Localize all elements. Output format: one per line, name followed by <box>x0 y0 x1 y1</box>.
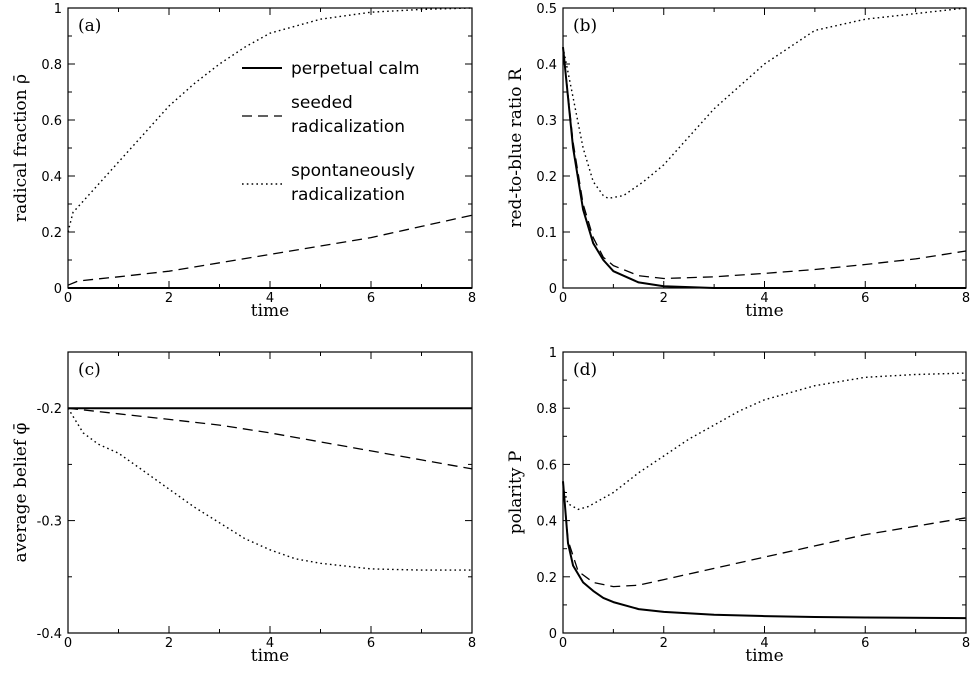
y-tick-label: 0.2 <box>41 226 62 241</box>
y-tick-label: 1 <box>54 2 62 17</box>
series-line-dotted <box>67 407 472 571</box>
series-line-dotted <box>562 7 967 200</box>
y-tick-label: 0.8 <box>41 58 62 73</box>
x-tick-label: 0 <box>64 291 72 306</box>
series-line-dashed <box>562 481 967 588</box>
y-axis-label: radical fraction ρ̄ <box>11 74 31 222</box>
y-tick-label: -0.4 <box>37 627 62 642</box>
legend-label: spontaneously <box>291 161 415 181</box>
y-tick-label: 0.1 <box>536 226 557 241</box>
legend-label: perpetual calm <box>291 59 420 79</box>
y-tick-label: 0.4 <box>536 515 557 530</box>
x-tick-label: 2 <box>660 636 668 651</box>
x-tick-label: 6 <box>861 636 869 651</box>
y-axis-label: red-to-blue ratio R <box>506 67 526 228</box>
series-line-dotted <box>562 372 967 511</box>
legend-label: radicalization <box>291 117 405 137</box>
x-tick-label: 6 <box>367 636 375 651</box>
x-tick-label: 8 <box>468 291 476 306</box>
y-tick-label: 1 <box>549 346 557 361</box>
x-tick-label: 0 <box>559 636 567 651</box>
x-tick-label: 0 <box>64 636 72 651</box>
x-tick-label: 4 <box>760 636 768 651</box>
x-tick-label: 8 <box>468 636 476 651</box>
x-tick-label: 4 <box>266 636 274 651</box>
y-tick-label: 0 <box>54 282 62 297</box>
y-tick-label: 0 <box>549 282 557 297</box>
plot-frame <box>67 351 473 634</box>
x-tick-label: 6 <box>861 291 869 306</box>
series-line-dashed <box>67 407 473 470</box>
y-tick-label: 0.4 <box>536 58 557 73</box>
y-tick-label: 0.8 <box>536 402 557 417</box>
y-tick-label: -0.3 <box>37 515 62 530</box>
x-axis-label: time <box>745 301 783 321</box>
x-tick-label: 8 <box>962 636 970 651</box>
x-axis-label: time <box>745 646 783 666</box>
y-axis-label: polarity P <box>506 451 526 535</box>
x-tick-label: 2 <box>165 636 173 651</box>
y-tick-label: 0.2 <box>536 571 557 586</box>
x-axis-label: time <box>251 301 289 321</box>
panel-label: (d) <box>573 360 597 380</box>
y-tick-label: 0.6 <box>536 458 557 473</box>
y-tick-label: 0 <box>549 627 557 642</box>
y-tick-label: 0.5 <box>536 2 557 17</box>
legend-label: seeded <box>291 93 353 113</box>
series-line-dashed <box>67 214 473 286</box>
plot-frame <box>562 7 967 289</box>
y-axis-label: average belief φ̄ <box>11 422 31 562</box>
series-line-solid <box>562 481 967 620</box>
x-axis-label: time <box>251 646 289 666</box>
x-tick-label: 6 <box>367 291 375 306</box>
plot-frame <box>562 351 967 634</box>
panel-label: (a) <box>78 16 101 36</box>
legend-label: radicalization <box>291 185 405 205</box>
y-tick-label: 0.6 <box>41 114 62 129</box>
panel-label: (c) <box>78 360 101 380</box>
series-line-dashed <box>562 47 967 280</box>
series-line-dotted <box>67 7 473 233</box>
y-tick-label: 0.4 <box>41 170 62 185</box>
x-tick-label: 0 <box>559 291 567 306</box>
x-tick-label: 2 <box>165 291 173 306</box>
y-tick-label: -0.2 <box>37 402 62 417</box>
x-tick-label: 8 <box>962 291 970 306</box>
x-tick-label: 4 <box>760 291 768 306</box>
y-tick-label: 0.2 <box>536 170 557 185</box>
x-tick-label: 4 <box>266 291 274 306</box>
plot-frame <box>67 7 473 289</box>
x-tick-label: 2 <box>660 291 668 306</box>
y-tick-label: 0.3 <box>536 114 557 129</box>
series-line-solid <box>562 47 966 289</box>
panel-label: (b) <box>573 16 597 36</box>
